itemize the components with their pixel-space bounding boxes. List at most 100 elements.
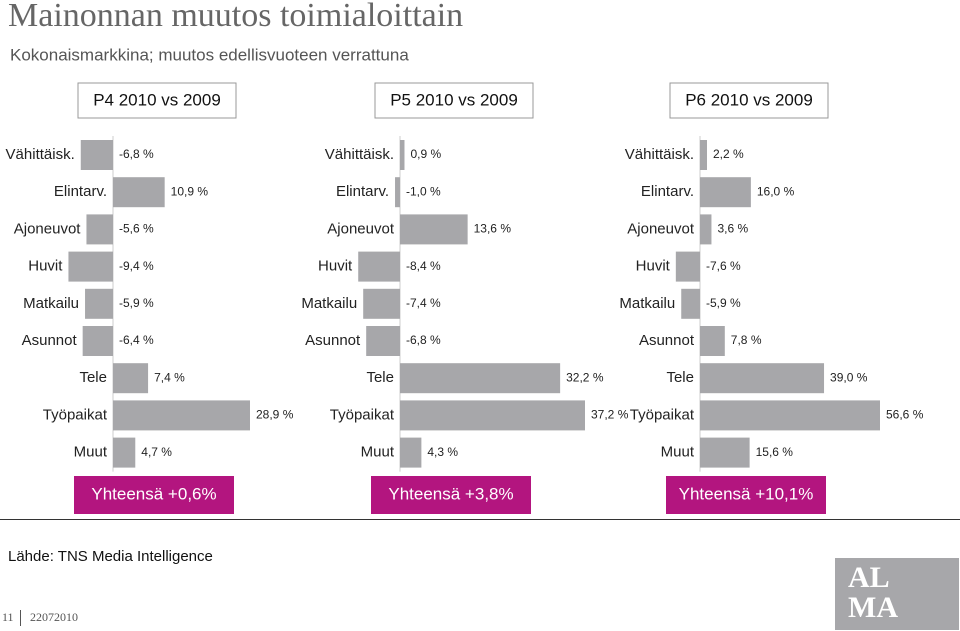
bar: [113, 363, 149, 394]
bar: [700, 326, 725, 356]
total-label: Yhteensä +10,1%: [679, 484, 814, 503]
value-label: 10,9 %: [171, 184, 209, 198]
category-label: Elintarv.: [54, 183, 107, 200]
category-label: Matkailu: [23, 295, 79, 312]
category-label: Muut: [661, 444, 695, 461]
category-label: Tele: [666, 369, 694, 386]
date: 22072010: [30, 610, 78, 624]
panel-title: P4 2010 vs 2009: [93, 90, 221, 109]
panel-header-box: [669, 82, 829, 119]
logo-text: AL: [848, 561, 890, 594]
category-label: Muut: [74, 444, 108, 461]
category-label: Asunnot: [22, 332, 78, 349]
value-label: -6,8 %: [406, 333, 441, 347]
source: Lähde: TNS Media Intelligence: [8, 548, 213, 565]
value-label: 4,3 %: [427, 445, 458, 459]
bar: [700, 363, 825, 394]
value-label: -5,6 %: [119, 222, 154, 236]
category-label: Tele: [366, 369, 394, 386]
panel-header-box: [77, 82, 237, 119]
value-label: -5,9 %: [119, 296, 154, 310]
value-label: -7,6 %: [706, 259, 741, 273]
value-label: 7,4 %: [154, 370, 185, 384]
category-label: Vähittäisk.: [325, 146, 394, 163]
logo-text: MA: [848, 591, 898, 624]
bar: [400, 400, 585, 431]
bar: [395, 177, 400, 208]
value-label: -6,4 %: [119, 333, 154, 347]
category-label: Vähittäisk.: [625, 146, 694, 163]
category-label: Ajoneuvot: [14, 220, 82, 237]
bar: [113, 177, 165, 208]
value-label: 39,0 %: [830, 370, 868, 384]
value-label: -5,9 %: [706, 296, 741, 310]
divider: [0, 519, 960, 520]
category-label: Vähittäisk.: [6, 146, 75, 163]
bar: [675, 251, 700, 282]
bar: [80, 140, 113, 170]
value-label: 32,2 %: [566, 370, 604, 384]
value-label: -9,4 %: [119, 259, 154, 273]
value-label: -1,0 %: [406, 184, 441, 198]
category-label: Matkailu: [619, 295, 675, 312]
category-label: Työpaikat: [630, 406, 695, 423]
bar: [400, 437, 422, 468]
bar: [86, 214, 113, 245]
value-label: 15,6 %: [756, 445, 794, 459]
category-label: Elintarv.: [641, 183, 694, 200]
bar: [82, 326, 113, 356]
category-label: Työpaikat: [43, 406, 108, 423]
panel-header-box: [374, 82, 534, 119]
category-label: Elintarv.: [336, 183, 389, 200]
bar: [700, 437, 750, 468]
category-label: Matkailu: [301, 295, 357, 312]
category-label: Huvit: [318, 258, 353, 275]
category-label: Huvit: [636, 258, 671, 275]
panel-title: P5 2010 vs 2009: [390, 90, 518, 109]
category-label: Muut: [361, 444, 395, 461]
value-label: 3,6 %: [717, 222, 748, 236]
bar: [400, 363, 561, 394]
value-label: 28,9 %: [256, 408, 294, 422]
category-label: Huvit: [28, 258, 63, 275]
bar: [700, 140, 707, 170]
value-label: 16,0 %: [757, 184, 795, 198]
category-label: Asunnot: [639, 332, 695, 349]
bar: [400, 140, 405, 170]
panel-title: P6 2010 vs 2009: [685, 90, 813, 109]
bar: [113, 400, 250, 431]
bar: [700, 400, 880, 431]
category-label: Tele: [79, 369, 107, 386]
bar: [85, 288, 113, 319]
bar: [700, 214, 712, 245]
value-label: 0,9 %: [410, 147, 441, 161]
logo-box: [835, 558, 959, 630]
bar: [681, 288, 700, 319]
bar: [358, 251, 400, 282]
page-title: Mainonnan muutos toimialoittain: [8, 0, 463, 34]
bar: [400, 214, 468, 245]
bar: [366, 326, 400, 356]
total-box: [74, 476, 234, 514]
bar: [68, 251, 113, 282]
category-label: Asunnot: [305, 332, 361, 349]
page-number: 11: [2, 610, 14, 624]
category-label: Ajoneuvot: [327, 220, 395, 237]
total-label: Yhteensä +3,8%: [388, 484, 513, 503]
value-label: -6,8 %: [119, 147, 154, 161]
total-label: Yhteensä +0,6%: [91, 484, 216, 503]
value-label: 37,2 %: [591, 408, 629, 422]
value-label: -8,4 %: [406, 259, 441, 273]
subtitle: Kokonaismarkkina; muutos edellisvuoteen …: [10, 45, 409, 64]
value-label: 56,6 %: [886, 408, 924, 422]
category-label: Ajoneuvot: [627, 220, 695, 237]
total-box: [371, 476, 531, 514]
category-label: Työpaikat: [330, 406, 395, 423]
value-label: 13,6 %: [474, 222, 512, 236]
total-box: [666, 476, 826, 514]
value-label: 4,7 %: [141, 445, 172, 459]
value-label: 2,2 %: [713, 147, 744, 161]
bar: [700, 177, 751, 208]
